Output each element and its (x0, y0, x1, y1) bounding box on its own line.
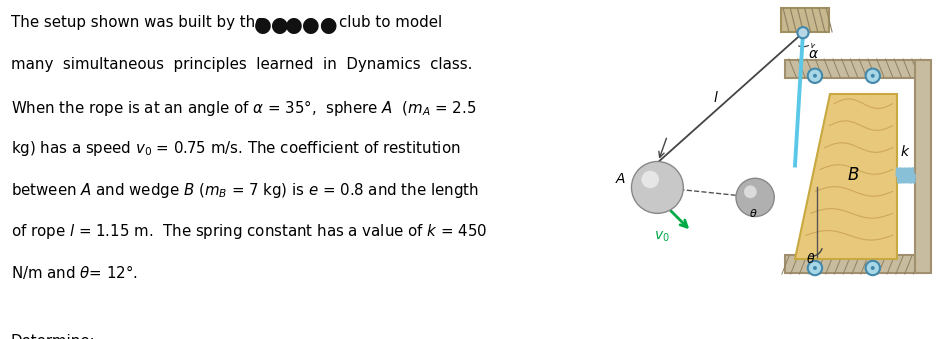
Circle shape (808, 261, 822, 275)
Text: $l$: $l$ (713, 90, 720, 105)
Circle shape (870, 74, 875, 78)
Circle shape (808, 68, 822, 83)
Circle shape (866, 261, 880, 275)
Circle shape (744, 185, 756, 198)
Text: When the rope is at an angle of $\alpha$ = 35°,  sphere $A$  ($m_A$ = 2.5: When the rope is at an angle of $\alpha$… (11, 98, 476, 118)
Circle shape (641, 171, 659, 188)
Text: N/m and $\theta$= 12°.: N/m and $\theta$= 12°. (11, 263, 138, 281)
Bar (915, 60, 931, 273)
Text: $\theta$: $\theta$ (749, 207, 757, 219)
Text: $\alpha$: $\alpha$ (808, 47, 819, 61)
Circle shape (870, 266, 875, 270)
Text: of rope $l$ = 1.15 m.  The spring constant has a value of $k$ = 450: of rope $l$ = 1.15 m. The spring constan… (11, 222, 487, 241)
Text: $A$: $A$ (616, 173, 627, 186)
Circle shape (813, 74, 817, 78)
Bar (785, 78, 915, 255)
Text: $k$: $k$ (901, 144, 911, 159)
Circle shape (866, 68, 880, 83)
Circle shape (813, 266, 817, 270)
Text: $v_0$: $v_0$ (653, 229, 670, 244)
Text: ●●: ●● (254, 15, 290, 35)
Text: ●●●: ●●● (285, 15, 339, 35)
Circle shape (632, 161, 684, 213)
Polygon shape (795, 94, 897, 259)
Bar (785, 60, 925, 78)
Text: club to model: club to model (339, 15, 442, 30)
Bar (785, 255, 925, 273)
Text: between $A$ and wedge $B$ ($m_B$ = 7 kg) is $e$ = 0.8 and the length: between $A$ and wedge $B$ ($m_B$ = 7 kg)… (11, 181, 479, 200)
Circle shape (736, 178, 774, 217)
Text: $B$: $B$ (847, 166, 859, 184)
Bar (781, 8, 829, 32)
Circle shape (798, 27, 808, 38)
Text: $\theta$: $\theta$ (805, 252, 815, 266)
Text: Determine:: Determine: (11, 334, 95, 339)
Text: kg) has a speed $v_0$ = 0.75 m/s. The coefficient of restitution: kg) has a speed $v_0$ = 0.75 m/s. The co… (11, 139, 460, 158)
Text: many  simultaneous  principles  learned  in  Dynamics  class.: many simultaneous principles learned in … (11, 57, 472, 72)
Text: The setup shown was built by the: The setup shown was built by the (11, 15, 264, 30)
